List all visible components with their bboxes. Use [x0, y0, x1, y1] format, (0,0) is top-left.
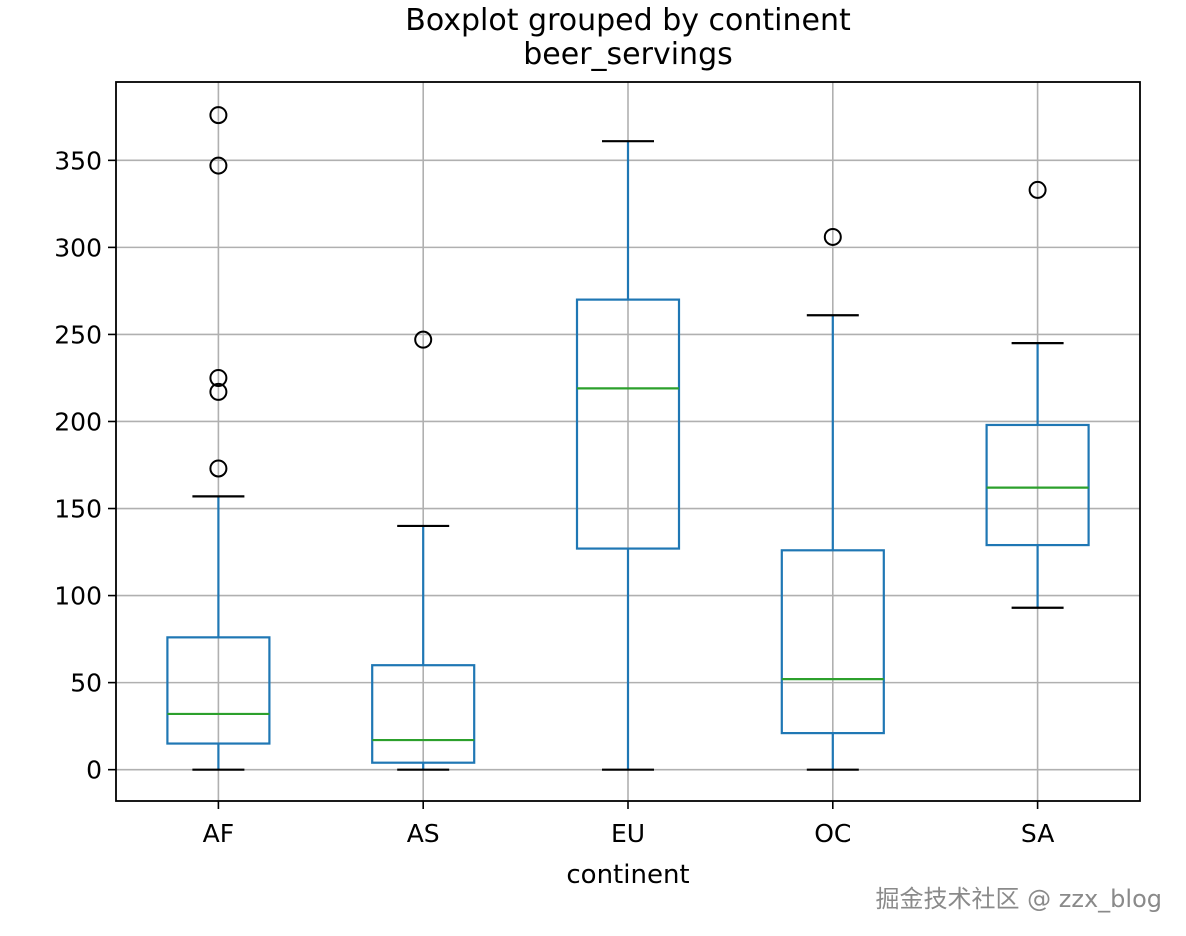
iqr-box — [575, 298, 681, 550]
outlier-point — [1028, 180, 1047, 199]
x-tick-label: AS — [407, 819, 440, 848]
chart-title: Boxplot grouped by continent — [405, 3, 851, 38]
x-tick-label: OC — [814, 819, 851, 848]
x-axis-label: continent — [566, 860, 689, 890]
y-tick-label: 350 — [54, 146, 102, 175]
watermark-text: 掘金技术社区 @ zzx_blog — [875, 885, 1162, 913]
x-tick-label: EU — [611, 819, 645, 848]
chart-subtitle: beer_servings — [523, 37, 733, 72]
y-tick-label: 250 — [54, 320, 102, 349]
y-tick-label: 200 — [54, 407, 102, 436]
iqr-box — [780, 549, 885, 735]
outlier-point — [414, 330, 433, 349]
y-tick-label: 100 — [54, 582, 102, 611]
box-eu — [575, 140, 681, 771]
box-sa — [985, 180, 1090, 609]
y-tick-label: 300 — [54, 233, 102, 262]
outlier-point — [209, 156, 228, 175]
iqr-box — [371, 664, 476, 764]
box-as — [371, 330, 476, 771]
outlier-point — [823, 227, 842, 246]
y-tick-label: 50 — [70, 669, 102, 698]
y-tick-label: 0 — [86, 756, 102, 785]
iqr-box — [985, 423, 1090, 547]
outlier-point — [209, 382, 228, 401]
box-af — [166, 106, 271, 771]
x-tick-label: AF — [203, 819, 234, 848]
y-tick-label: 150 — [54, 495, 102, 524]
axes: 0 50 100 150 200 250 300 350 AF AS EU OC SA — [54, 81, 1141, 848]
box-series — [166, 106, 1090, 771]
iqr-box — [166, 636, 271, 745]
outlier-point — [209, 459, 228, 478]
box-oc — [780, 227, 885, 771]
outlier-point — [209, 368, 228, 387]
x-tick-label: SA — [1021, 819, 1054, 848]
outlier-point — [209, 106, 228, 125]
